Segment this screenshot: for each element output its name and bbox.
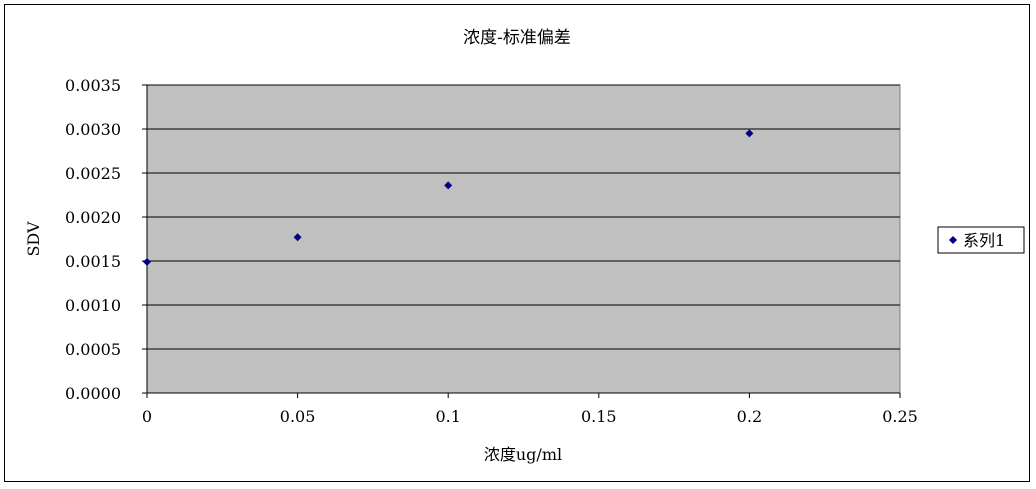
x-axis-title: 浓度ug/ml — [484, 445, 562, 464]
data-point — [143, 257, 151, 266]
legend-marker — [949, 236, 957, 244]
y-tick-label: 0.0010 — [65, 296, 121, 315]
scatter-chart: 浓度-标准偏差 0.00000.00050.00100.00150.00200.… — [24, 28, 1025, 464]
plot-area — [146, 84, 901, 394]
y-axis-title: SDV — [24, 221, 43, 257]
data-points — [143, 129, 754, 266]
data-point — [444, 181, 453, 190]
x-tick-label: 0 — [142, 407, 152, 426]
data-point — [293, 233, 302, 242]
x-tick-label: 0.25 — [882, 407, 918, 426]
x-tick-label: 0.05 — [280, 407, 316, 426]
gridlines — [147, 84, 900, 350]
chart-frame: 浓度-标准偏差 0.0000 0.0005 0.0010 0.0015 0.0020 0.… — [4, 4, 1030, 482]
axes — [142, 84, 901, 398]
tick-labels: 0.0000 0.0005 0.0010 0.0015 0.0020 0.0025 0.00… — [65, 76, 918, 426]
y-tick-label: 0.0005 — [65, 340, 121, 359]
x-tick-label: 0.1 — [435, 407, 460, 426]
x-tick-label: 0.15 — [581, 407, 617, 426]
y-tick-label: 0.0020 — [65, 208, 121, 227]
y-tick-label: 0.0000 — [65, 384, 121, 403]
legend: 系列1 — [937, 226, 1025, 254]
x-tick-label: 0.2 — [737, 407, 762, 426]
data-point — [745, 129, 754, 138]
legend-label-series-1: 系列1 — [963, 231, 1005, 250]
y-tick-label: 0.0035 — [65, 76, 121, 95]
chart-title: 浓度-标准偏差 — [463, 28, 571, 48]
y-tick-label: 0.0015 — [65, 252, 121, 271]
y-tick-label: 0.0030 — [65, 120, 121, 139]
y-tick-label: 0.0025 — [65, 164, 121, 183]
